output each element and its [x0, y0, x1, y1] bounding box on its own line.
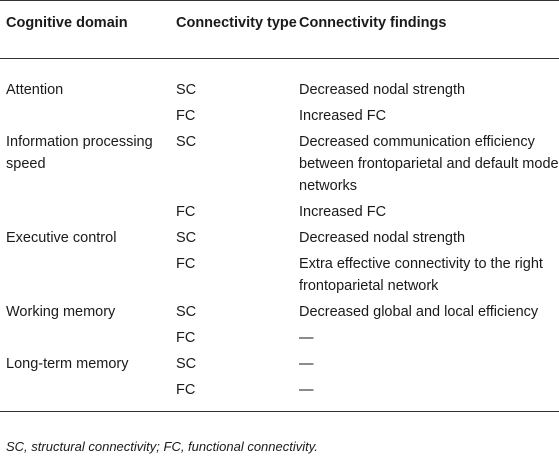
table-row: FC —: [0, 375, 559, 412]
cell-type: FC: [176, 107, 196, 124]
cell-type: SC: [176, 355, 197, 372]
cell-domain: Information processing speed: [6, 133, 153, 172]
cell-type: SC: [176, 303, 197, 320]
table-row: Working memory SC Decreased global and l…: [0, 297, 559, 323]
table-row: Long-term memory SC —: [0, 349, 559, 375]
table-footnote: SC, structural connectivity; FC, functio…: [6, 439, 318, 454]
header-connectivity-type: Connectivity type: [176, 15, 297, 31]
cell-finding: —: [299, 355, 314, 372]
cell-type: FC: [176, 329, 196, 346]
table-row: Attention SC Decreased nodal strength: [0, 58, 559, 101]
cell-type: SC: [176, 229, 197, 246]
header-cognitive-domain: Cognitive domain: [6, 15, 128, 31]
table-row: FC Extra effective connectivity to the r…: [0, 249, 559, 297]
cell-type: FC: [176, 381, 196, 398]
cell-domain: [0, 249, 176, 297]
cell-domain: [0, 101, 176, 127]
cell-finding: Decreased nodal strength: [299, 81, 466, 98]
table-row: Executive control SC Decreased nodal str…: [0, 223, 559, 249]
table-row: Information processing speed SC Decrease…: [0, 127, 559, 197]
cell-domain: Attention: [6, 81, 64, 98]
cell-finding: Decreased global and local efficiency: [299, 303, 539, 320]
table-row: FC Increased FC: [0, 101, 559, 127]
cell-finding: Decreased communication efficiency betwe…: [299, 133, 559, 194]
cell-finding: —: [299, 381, 314, 398]
cell-type: FC: [176, 255, 196, 272]
table-header-row: Cognitive domain Connectivity type Conne…: [0, 0, 559, 58]
cell-domain: Long-term memory: [6, 355, 129, 372]
connectivity-table: Cognitive domain Connectivity type Conne…: [0, 0, 559, 412]
cell-finding: —: [299, 329, 314, 346]
cell-domain: [0, 197, 176, 223]
cell-finding: Extra effective connectivity to the righ…: [299, 255, 543, 294]
cell-domain: [0, 323, 176, 349]
table-row: FC Increased FC: [0, 197, 559, 223]
cell-finding: Increased FC: [299, 203, 387, 220]
cell-domain: Executive control: [6, 229, 117, 246]
header-connectivity-findings: Connectivity findings: [299, 15, 447, 31]
cell-type: SC: [176, 81, 197, 98]
table-top-rule: [0, 0, 559, 1]
cell-type: SC: [176, 133, 197, 150]
cell-type: FC: [176, 203, 196, 220]
table-row: FC —: [0, 323, 559, 349]
cell-finding: Decreased nodal strength: [299, 229, 466, 246]
cell-finding: Increased FC: [299, 107, 387, 124]
cell-domain: Working memory: [6, 303, 116, 320]
cell-domain: [0, 375, 176, 412]
